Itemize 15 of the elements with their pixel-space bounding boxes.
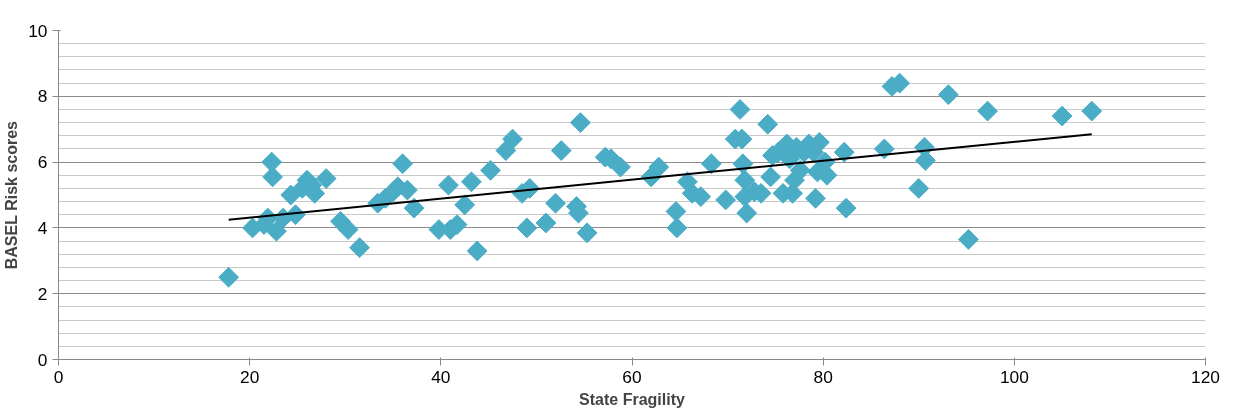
- x-tick-label: 40: [431, 366, 451, 387]
- x-tick-label: 80: [813, 366, 833, 387]
- y-tick-label: 8: [37, 86, 48, 107]
- y-tick-label: 2: [37, 283, 48, 304]
- y-tick-label: 6: [37, 152, 48, 173]
- x-tick-label: 60: [622, 366, 642, 387]
- y-tick-label: 0: [37, 349, 48, 370]
- x-tick-label: 120: [1191, 366, 1220, 387]
- x-tick-label: 0: [53, 366, 64, 387]
- y-axis-title: BASEL Risk scores: [3, 120, 21, 270]
- x-tick-label: 20: [240, 366, 260, 387]
- y-tick-label: 4: [37, 217, 48, 238]
- y-tick-label: 10: [28, 20, 48, 41]
- x-tick-label: 100: [999, 366, 1029, 387]
- x-axis-title: State Fragility: [579, 390, 685, 408]
